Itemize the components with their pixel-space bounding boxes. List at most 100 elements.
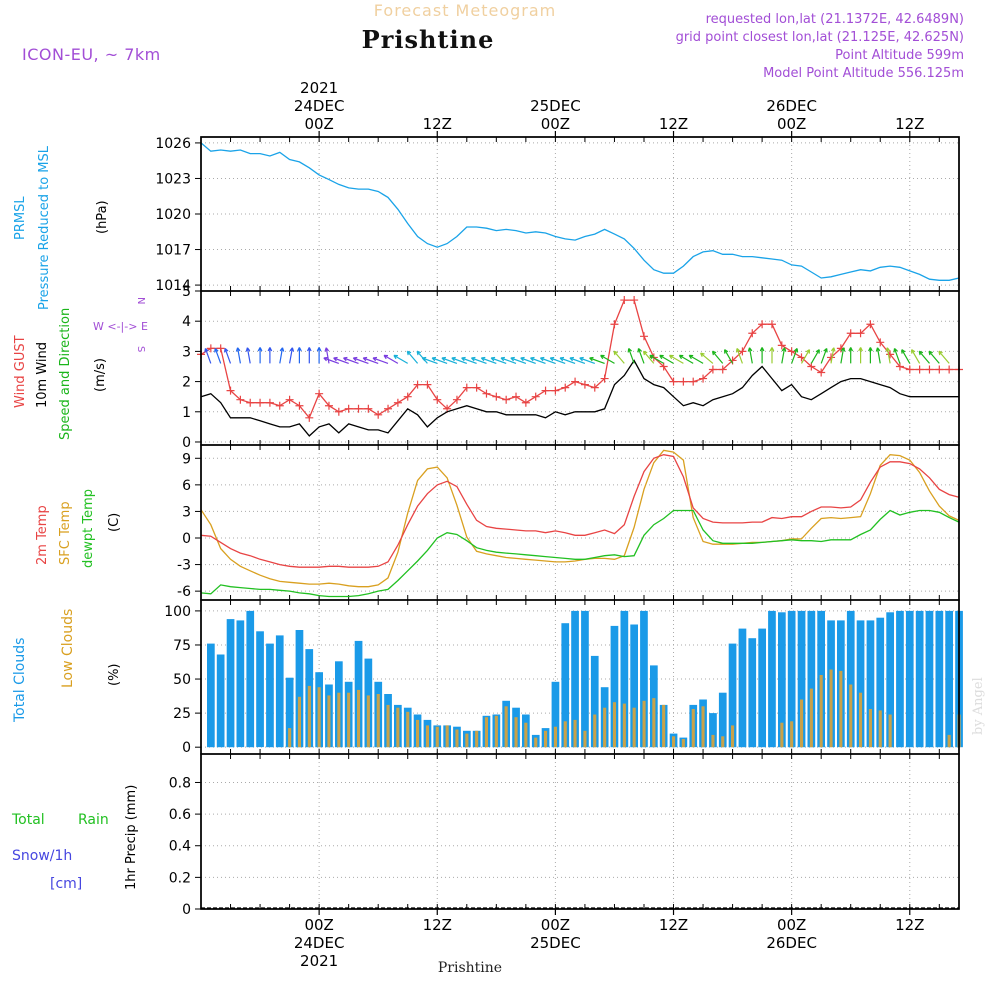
wind-direction-arrow	[781, 347, 787, 364]
total-cloud-bar	[787, 610, 796, 748]
gust-marker	[807, 362, 816, 371]
top-date-label: 25DEC	[530, 97, 581, 115]
wind-direction-arrow	[297, 347, 302, 364]
low-cloud-bar	[563, 721, 567, 748]
wind-direction-arrow	[918, 350, 930, 364]
wind-direction-arrow	[559, 356, 576, 364]
wind-direction-arrow	[820, 347, 828, 364]
wind-direction-arrow	[928, 350, 940, 364]
wind-direction-arrow	[911, 349, 921, 364]
low-cloud-bar	[327, 695, 331, 748]
y-tick-label: 6	[182, 478, 191, 494]
total-cloud-bar	[207, 643, 215, 748]
total-cloud-bar	[896, 610, 904, 748]
total-cloud-bar	[275, 635, 284, 748]
wind-direction-arrow	[416, 350, 428, 364]
wind-direction-arrow	[470, 356, 487, 364]
gust-marker	[699, 374, 708, 383]
wind-direction-arrow	[613, 350, 625, 364]
wind-direction-arrow	[830, 347, 836, 364]
low-cloud-bar	[721, 736, 725, 748]
low-cloud-bar	[868, 709, 872, 748]
panel-frame	[200, 290, 960, 446]
total-label: Total	[11, 812, 45, 828]
wind-direction-arrow	[668, 354, 684, 364]
total-cloud-bar	[718, 692, 727, 748]
gust-marker	[669, 377, 678, 386]
wind-direction-arrow	[245, 347, 251, 364]
wind-direction-arrow	[747, 347, 753, 364]
wind-direction-arrow	[637, 347, 645, 364]
gust-marker	[265, 398, 274, 407]
low-cloud-bar	[396, 707, 400, 748]
y-tick-label: 3	[182, 344, 191, 360]
wind-direction-arrow	[224, 347, 232, 364]
total-cloud-bar	[226, 619, 235, 748]
total-cloud-bar	[738, 628, 747, 748]
low-cloud-bar	[504, 706, 508, 748]
wind-direction-arrow	[257, 347, 263, 364]
wind-direction-arrow	[678, 354, 694, 364]
low-cloud-bar	[307, 685, 311, 748]
pressure-line	[200, 142, 960, 281]
wind-direction-arrow	[267, 347, 273, 364]
wind-direction-arrow	[769, 347, 775, 364]
y-tick-label: 1017	[155, 243, 191, 259]
wind-direction-arrow	[893, 347, 901, 364]
low-cloud-bar	[465, 733, 469, 748]
gust-marker	[206, 344, 215, 353]
y-tick-label: -6	[177, 584, 191, 600]
total-cloud-bar	[856, 620, 865, 748]
gust-marker	[708, 365, 717, 374]
gust-marker	[610, 320, 619, 329]
low-cloud-bar	[357, 689, 361, 748]
y-tick-label: 2	[182, 375, 191, 391]
wind-direction-arrow	[735, 347, 743, 364]
gust-marker	[738, 347, 747, 356]
total-cloud-bar	[915, 610, 924, 748]
total-cloud-bar	[551, 681, 560, 748]
gust-marker	[452, 395, 461, 404]
gust-marker	[748, 329, 757, 338]
total-cloud-bar	[590, 655, 599, 748]
wind-direction-arrow	[406, 350, 419, 364]
bottom-date-label: 25DEC	[530, 934, 581, 952]
wind-direction-arrow	[885, 347, 891, 364]
wind-direction-arrow	[352, 356, 369, 364]
low-cloud-bar	[819, 675, 823, 748]
gust-marker	[797, 353, 806, 362]
gust-marker	[433, 395, 442, 404]
total-cloud-bar	[620, 610, 629, 748]
top-time-label: 12Z	[895, 115, 924, 133]
top-date-label: 26DEC	[766, 97, 817, 115]
total-cloud-bar	[728, 643, 737, 748]
y-tick-label: 9	[182, 451, 191, 467]
wind-direction-arrow	[451, 356, 468, 364]
footer-station: Prishtine	[438, 960, 502, 976]
gust-marker	[846, 329, 855, 338]
total-cloud-bar	[945, 610, 953, 748]
wind-label: 10m Wind	[35, 342, 50, 408]
low-cloud-bar	[317, 687, 321, 748]
gust-marker	[236, 395, 245, 404]
bottom-time-label: 12Z	[895, 916, 924, 934]
wind-direction-arrow	[539, 356, 556, 364]
wind-direction-arrow	[901, 349, 911, 364]
y-tick-label: 100	[164, 604, 191, 620]
gust-marker	[384, 404, 393, 413]
wind-direction-arrow	[800, 349, 811, 364]
y-tick-label: 1026	[155, 136, 191, 152]
gust-marker	[275, 401, 284, 410]
low-cloud-bar	[672, 736, 676, 748]
gust-marker	[305, 413, 314, 422]
gust-marker	[462, 383, 471, 392]
wind-direction-arrow	[649, 354, 664, 364]
bottom-time-label: 12Z	[659, 916, 688, 934]
chart-title: Prishtine	[362, 25, 495, 54]
total-cloud-bar	[285, 677, 294, 748]
gust-marker	[364, 404, 373, 413]
total-cloud-bar	[640, 610, 648, 748]
clouds-unit-label: (%)	[107, 664, 122, 687]
total-cloud-bar	[846, 610, 855, 748]
total-cloud-bar	[748, 638, 757, 748]
